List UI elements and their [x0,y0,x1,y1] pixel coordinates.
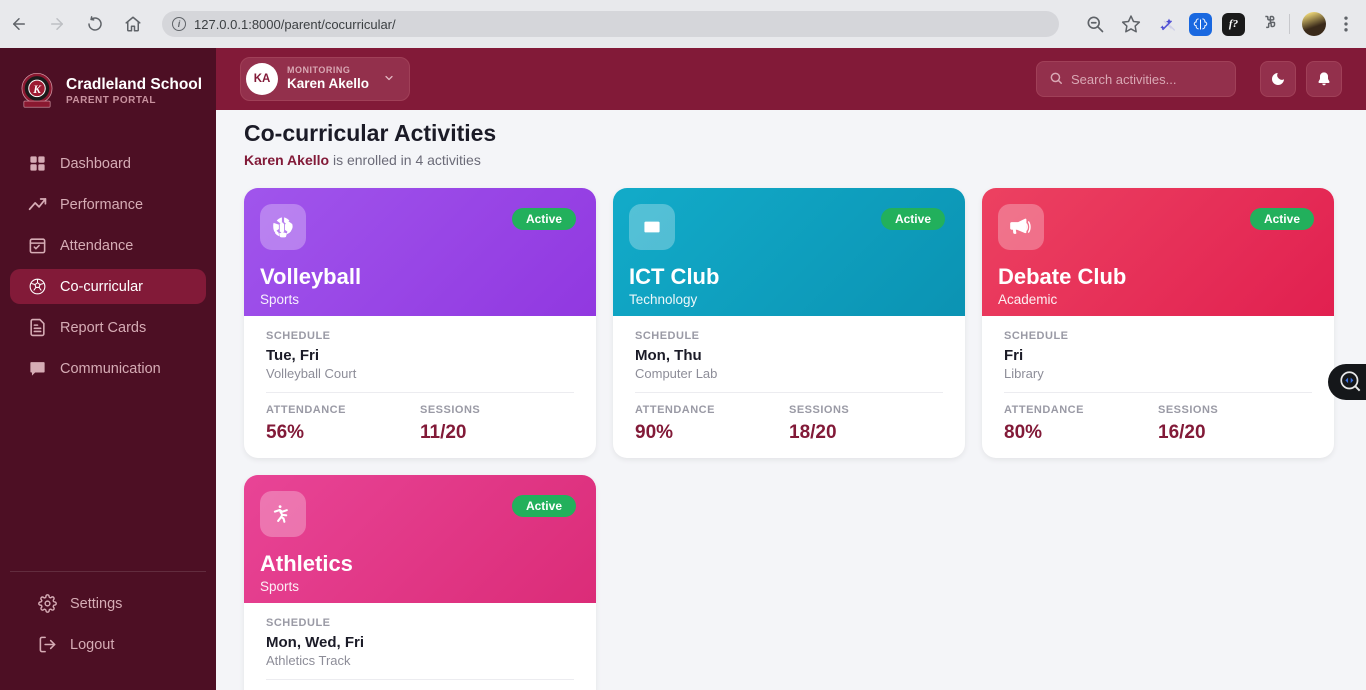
svg-text:K: K [32,84,42,96]
